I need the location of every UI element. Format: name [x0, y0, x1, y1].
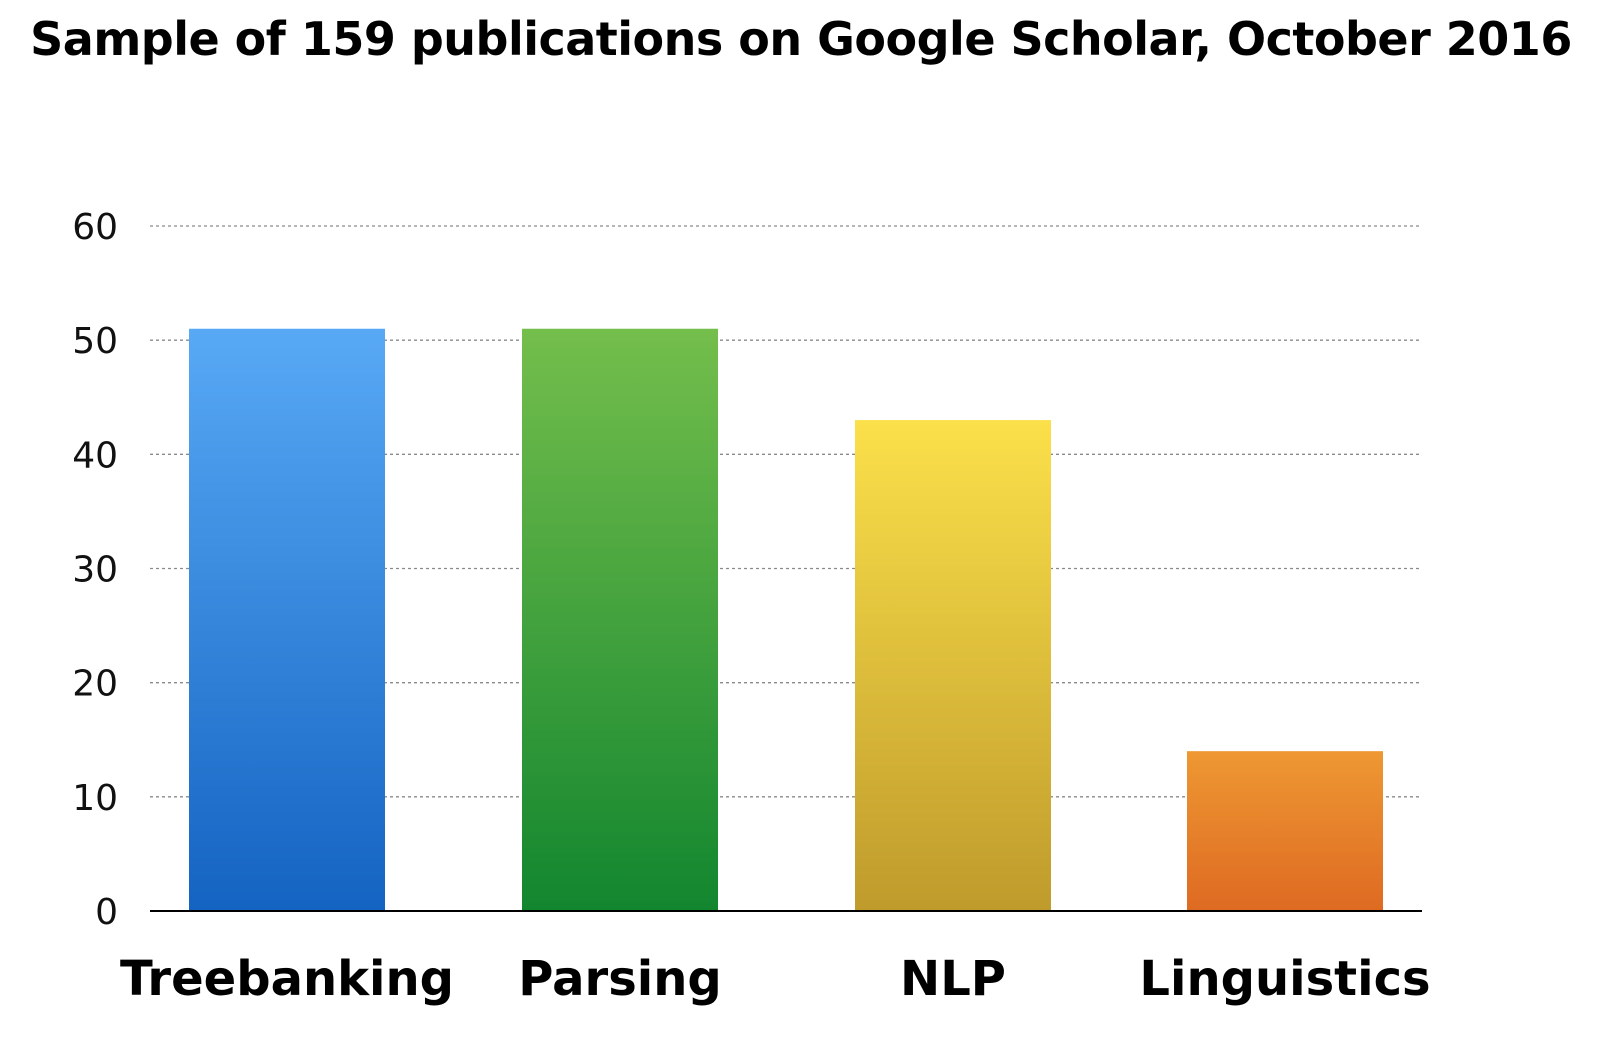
bar-treebanking [189, 328, 385, 911]
chart-title: Sample of 159 publications on Google Sch… [30, 12, 1572, 66]
bar-nlp [855, 420, 1051, 911]
y-tick-labels: 0 10 20 30 40 50 60 [72, 207, 118, 933]
x-category-labels: Treebanking Parsing NLP Linguistics [120, 951, 1431, 1007]
x-category-label: Linguistics [1139, 951, 1430, 1007]
y-tick-label: 30 [72, 550, 118, 591]
x-category-label: NLP [900, 951, 1006, 1007]
x-category-label: Parsing [518, 951, 722, 1007]
y-tick-label: 40 [72, 435, 118, 476]
bar-linguistics [1187, 751, 1383, 911]
bar-parsing [522, 328, 718, 911]
y-tick-label: 10 [72, 778, 118, 819]
y-tick-label: 20 [72, 664, 118, 705]
x-category-label: Treebanking [120, 951, 454, 1007]
bars [189, 328, 1383, 911]
y-tick-label: 60 [72, 207, 118, 248]
y-tick-label: 0 [95, 892, 118, 933]
y-tick-label: 50 [72, 321, 118, 362]
